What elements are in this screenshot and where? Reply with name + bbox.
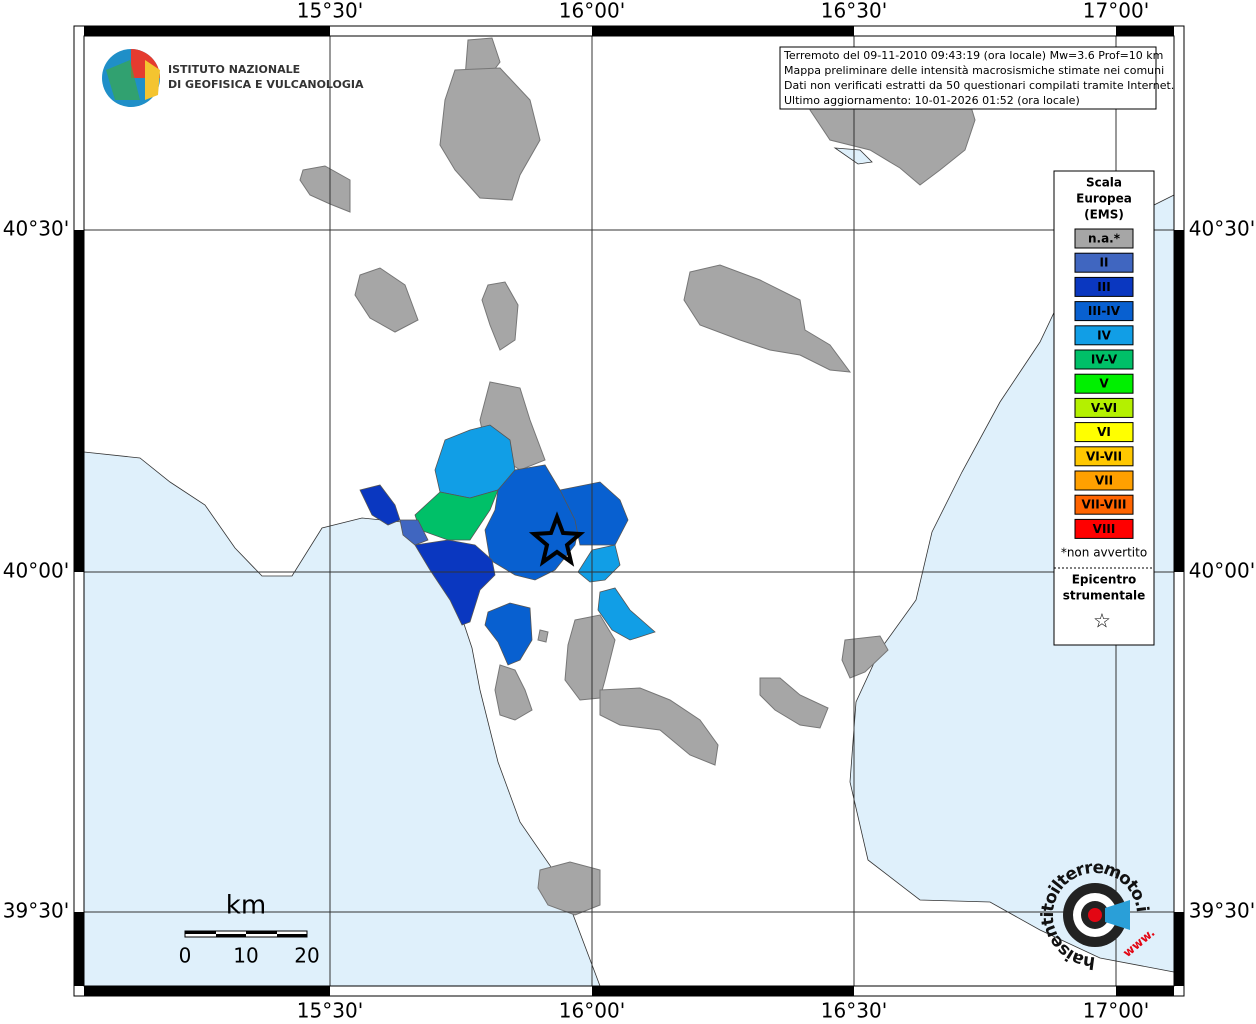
x-label: 16°30' (821, 999, 887, 1023)
legend-label: VII (1095, 474, 1113, 488)
x-label: 15°30' (297, 999, 363, 1023)
legend-swatch (1074, 518, 1134, 539)
legend-swatch (1074, 325, 1134, 346)
legend-label: IV (1097, 328, 1111, 342)
x-label: 17°00' (1083, 999, 1149, 1023)
municipalities-intensity (359, 424, 656, 666)
y-label: 39°30' (3, 899, 69, 923)
info-line: Mappa preliminare delle intensità macros… (784, 64, 1164, 77)
legend-swatch (1074, 373, 1134, 394)
legend-label: VI-VII (1086, 449, 1122, 463)
info-box (779, 46, 1157, 110)
info-line: Terremoto del 09-11-2010 09:43:19 (ora l… (783, 49, 1163, 62)
legend-swatch (1074, 446, 1134, 467)
scale-label: 10 (233, 944, 258, 968)
legend-swatch (1074, 301, 1134, 322)
logo-text: DI GEOFISICA E VULCANOLOGIA (168, 78, 364, 91)
legend-title: (EMS) (1084, 208, 1124, 222)
legend-swatch (1074, 422, 1134, 443)
legend-label: III-IV (1088, 304, 1121, 318)
legend-note: *non avvertito (1061, 546, 1147, 560)
legend-swatch (1074, 470, 1134, 491)
legend-swatch (1074, 252, 1134, 273)
epicenter-star (528, 511, 586, 567)
x-label: 15°30' (297, 0, 363, 23)
legend-title: Scala (1086, 176, 1122, 190)
logo: ISTITUTO NAZIONALE DI GEOFISICA E VULCAN… (102, 49, 364, 107)
y-label: 40°00' (1189, 559, 1255, 583)
legend-swatch (1074, 349, 1134, 370)
legend-label: II (1100, 256, 1109, 270)
scale-bar: km 0 10 20 (179, 891, 320, 968)
x-label: 16°00' (559, 0, 625, 23)
legend-label: III (1097, 280, 1110, 294)
legend-label: IV-V (1091, 353, 1118, 367)
legend-label: VI (1097, 425, 1111, 439)
info-lines: Terremoto del 09-11-2010 09:43:19 (ora l… (783, 49, 1174, 107)
legend-swatch (1074, 397, 1134, 418)
x-label: 17°00' (1083, 0, 1149, 23)
legend-label: VII-VIII (1081, 498, 1126, 512)
y-label: 40°30' (3, 217, 69, 241)
legend-title: Europea (1076, 192, 1132, 206)
legend-epicenter-symbol: ☆ (1093, 609, 1111, 633)
legend-label: VIII (1093, 522, 1116, 536)
info-line: Ultimo aggiornamento: 10-01-2026 01:52 (… (784, 94, 1080, 107)
scale-unit: km (226, 891, 266, 921)
legend: ScalaEuropea(EMS)n.a.*IIIIIIII-IVIVIV-VV… (1054, 176, 1154, 633)
y-label: 40°00' (3, 559, 69, 583)
y-label: 39°30' (1189, 899, 1255, 923)
legend-swatch (1074, 228, 1134, 249)
legend-label: V (1099, 377, 1109, 391)
legend-epicenter: Epicentro (1072, 573, 1137, 587)
scale-label: 0 (179, 944, 192, 968)
y-label: 40°30' (1189, 217, 1255, 241)
legend-label: n.a.* (1088, 232, 1121, 246)
logo-text: ISTITUTO NAZIONALE (168, 63, 300, 76)
axis-labels: 15°30' 15°30' 16°00' 16°00' 16°30' 16°30' 17°0… (3, 0, 1255, 1023)
x-label: 16°00' (559, 999, 625, 1023)
info-line: Dati non verificati estratti da 50 quest… (784, 79, 1174, 92)
legend-swatch (1074, 494, 1134, 515)
legend-epicenter: strumentale (1063, 589, 1146, 603)
frame (73, 25, 1185, 997)
x-label: 16°30' (821, 0, 887, 23)
legend-label: V-VI (1091, 401, 1117, 415)
scale-label: 20 (294, 944, 319, 968)
legend-swatch (1074, 276, 1134, 297)
